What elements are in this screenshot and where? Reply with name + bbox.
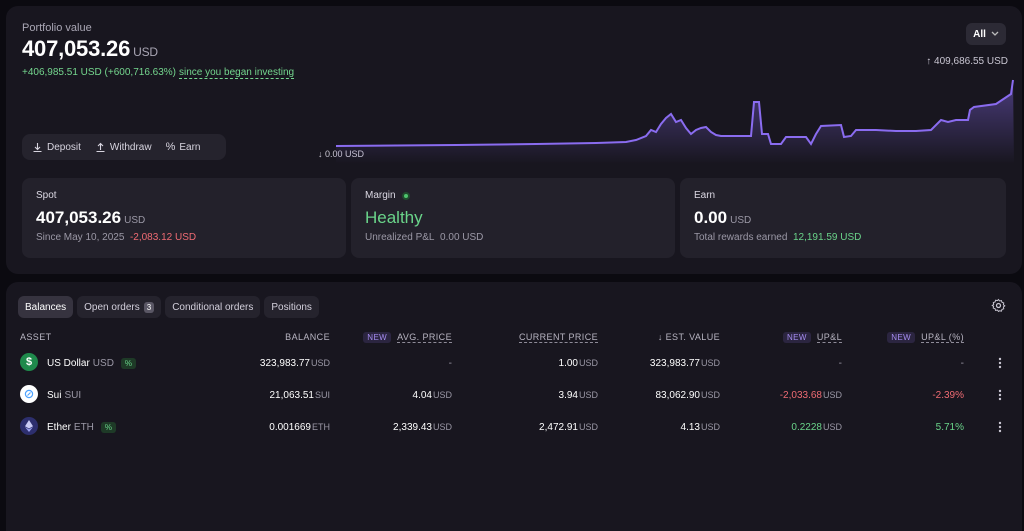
new-badge: NEW <box>887 332 916 343</box>
open-orders-count-badge: 3 <box>143 301 155 313</box>
portfolio-label: Portfolio value <box>22 22 92 34</box>
download-icon <box>33 142 42 152</box>
table-row[interactable]: Sui SUI 21,063.51SUI 4.04USD 3.94USD 83,0… <box>6 382 1022 410</box>
earn-button[interactable]: % Earn <box>165 141 201 153</box>
upl-cell: 0.2228USD <box>791 422 842 433</box>
margin-card[interactable]: Margin Healthy Unrealized P&L 0.00 USD <box>351 178 675 258</box>
arrow-up-icon: ↑ <box>926 56 935 67</box>
kebab-icon[interactable] <box>998 421 1002 433</box>
est-value-cell: 323,983.77USD <box>649 358 720 369</box>
withdraw-button[interactable]: Withdraw <box>95 142 152 153</box>
col-est-value[interactable]: ↓ EST. VALUE <box>657 332 720 342</box>
dollar-icon: $ <box>20 353 38 371</box>
arrow-down-icon: ↓ <box>318 149 326 159</box>
asset-name: Sui SUI <box>47 390 82 401</box>
est-value-cell: 83,062.90USD <box>655 390 720 401</box>
spot-title: Spot <box>36 190 57 201</box>
upl-pct-cell: - <box>960 358 964 369</box>
chevron-down-icon <box>991 31 999 36</box>
col-current-price[interactable]: CURRENT PRICE <box>518 332 598 343</box>
margin-status: Healthy <box>365 208 423 227</box>
current-price-cell: 2,472.91USD <box>539 422 598 433</box>
earn-percent-badge: % <box>120 358 137 369</box>
tab-balances[interactable]: Balances <box>18 296 74 318</box>
tab-conditional-orders[interactable]: Conditional orders <box>165 296 261 318</box>
upload-icon <box>96 142 105 152</box>
deposit-button[interactable]: Deposit <box>32 142 81 153</box>
status-dot-icon <box>401 191 410 200</box>
earn-card[interactable]: Earn 0.00 USD Total rewards earned 12,191… <box>680 178 1006 258</box>
margin-title: Margin <box>365 190 661 201</box>
period-selector[interactable]: All <box>966 23 1006 45</box>
portfolio-chart <box>336 79 1014 164</box>
upl-cell: - <box>838 358 842 369</box>
tab-open-orders[interactable]: Open orders 3 <box>77 296 162 318</box>
kebab-icon[interactable] <box>998 357 1002 369</box>
balance-cell: 0.001669ETH <box>269 422 330 433</box>
percent-icon: % <box>165 141 176 153</box>
portfolio-card: Portfolio value 407,053.26 USD +406,985.5… <box>6 6 1022 274</box>
table-row[interactable]: Ether ETH% 0.001669ETH 2,339.43USD 2,472.… <box>6 414 1022 442</box>
current-price-cell: 3.94USD <box>558 390 598 401</box>
avg-price-cell: - <box>448 358 452 369</box>
portfolio-value: 407,053.26 USD <box>22 36 158 61</box>
upl-pct-cell: 5.71% <box>935 422 964 433</box>
col-avg-price[interactable]: NEW AVG. PRICE <box>363 332 452 343</box>
col-balance[interactable]: BALANCE <box>285 332 330 342</box>
tab-bar: Balances Open orders 3 Conditional orders… <box>18 296 319 318</box>
asset-name: Ether ETH% <box>47 422 117 433</box>
tab-positions[interactable]: Positions <box>264 296 319 318</box>
balance-cell: 21,063.51SUI <box>269 390 330 401</box>
new-badge: NEW <box>783 332 811 343</box>
col-upl-pct[interactable]: NEW UP&L (%) <box>887 332 964 343</box>
new-badge: NEW <box>363 332 392 343</box>
avg-price-cell: 2,339.43USD <box>393 422 452 433</box>
earn-rewards: Total rewards earned 12,191.59 USD <box>694 232 862 243</box>
portfolio-change: +406,985.51 USD (+600,716.63%) since you … <box>22 67 295 79</box>
est-value-cell: 4.13USD <box>680 422 720 433</box>
sort-down-icon: ↓ <box>657 332 666 342</box>
upl-cell: -2,033.68USD <box>779 390 842 401</box>
avg-price-cell: 4.04USD <box>412 390 452 401</box>
margin-pnl: Unrealized P&L 0.00 USD <box>365 232 484 243</box>
kebab-icon[interactable] <box>998 389 1002 401</box>
balances-card: Balances Open orders 3 Conditional orders… <box>6 282 1022 531</box>
ethereum-icon <box>20 417 38 435</box>
upl-pct-cell: -2.39% <box>932 390 964 401</box>
col-upl[interactable]: NEW UP&L <box>783 332 842 343</box>
chart-max-label: ↑ 409,686.55 USD <box>926 56 1008 67</box>
col-asset[interactable]: ASSET <box>20 332 52 342</box>
spot-value: 407,053.26 USD <box>36 208 146 227</box>
balance-cell: 323,983.77USD <box>259 358 330 369</box>
asset-name: US Dollar USD% <box>47 358 137 369</box>
current-price-cell: 1.00USD <box>558 358 598 369</box>
spot-since: Since May 10, 2025 -2,083.12 USD <box>36 232 197 243</box>
portfolio-chart-line <box>336 79 1014 147</box>
since-investing-link[interactable]: since you began investing <box>179 67 295 79</box>
spot-card[interactable]: Spot 407,053.26 USD Since May 10, 2025 -2… <box>22 178 346 258</box>
earn-value: 0.00 USD <box>694 208 752 227</box>
sui-drop-icon <box>20 385 38 403</box>
earn-percent-badge: % <box>100 422 117 433</box>
gear-icon[interactable] <box>991 298 1006 313</box>
spot-change: -2,083.12 USD <box>129 232 197 243</box>
earn-title: Earn <box>694 190 716 201</box>
action-bar: Deposit Withdraw % Earn <box>22 134 226 160</box>
table-row[interactable]: $ US Dollar USD% 323,983.77USD - 1.00USD … <box>6 350 1022 378</box>
